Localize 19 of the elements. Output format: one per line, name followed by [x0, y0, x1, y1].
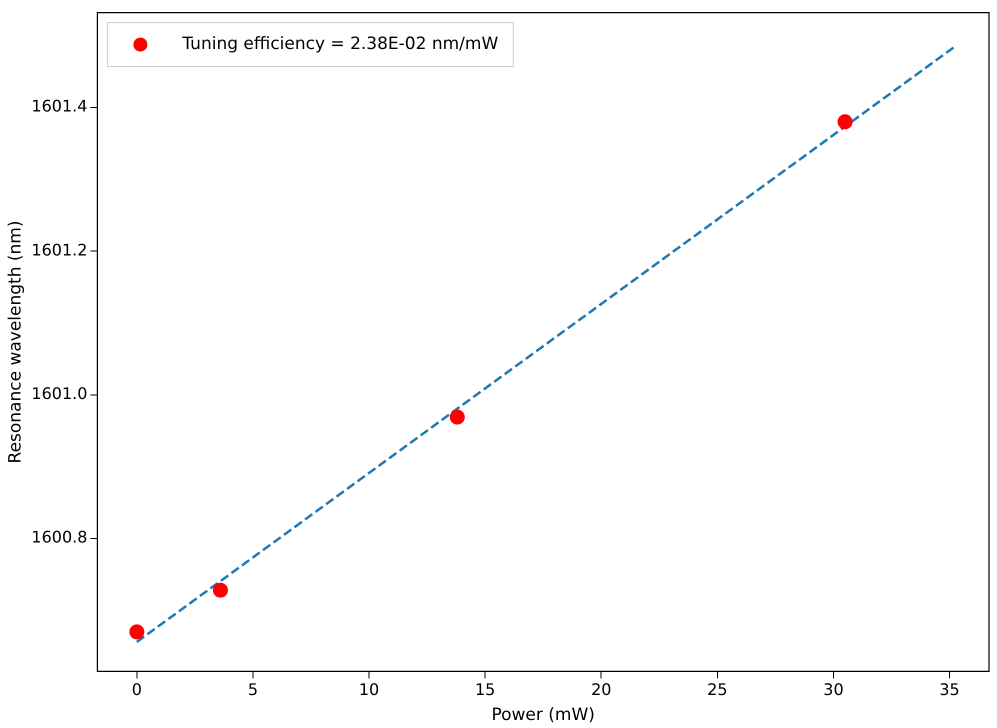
point	[450, 410, 465, 425]
x-tick-label: 15	[474, 680, 496, 700]
x-tick-label: 30	[823, 680, 844, 700]
x-tick-label: 10	[358, 680, 380, 700]
point	[212, 582, 228, 598]
point	[838, 114, 853, 130]
x-tick-label: 20	[591, 680, 612, 700]
point	[129, 624, 144, 640]
x-tick-label: 0	[132, 680, 142, 700]
x-axis-title: Power (mW)	[491, 705, 595, 726]
x-tick-label: 25	[707, 680, 728, 700]
x-tick-label: 35	[939, 680, 960, 700]
x-tick-label: 5	[248, 680, 258, 700]
y-tick-label: 1601.4	[31, 96, 88, 116]
y-axis-title: Resonance wavelength (nm)	[6, 220, 26, 464]
legend-label: Tuning efficiency = 2.38E-02 nm/mW	[181, 34, 498, 54]
y-tick-label: 1600.8	[31, 528, 88, 547]
y-tick-label: 1601.0	[31, 384, 88, 403]
y-tick-label: 1601.2	[31, 240, 88, 260]
